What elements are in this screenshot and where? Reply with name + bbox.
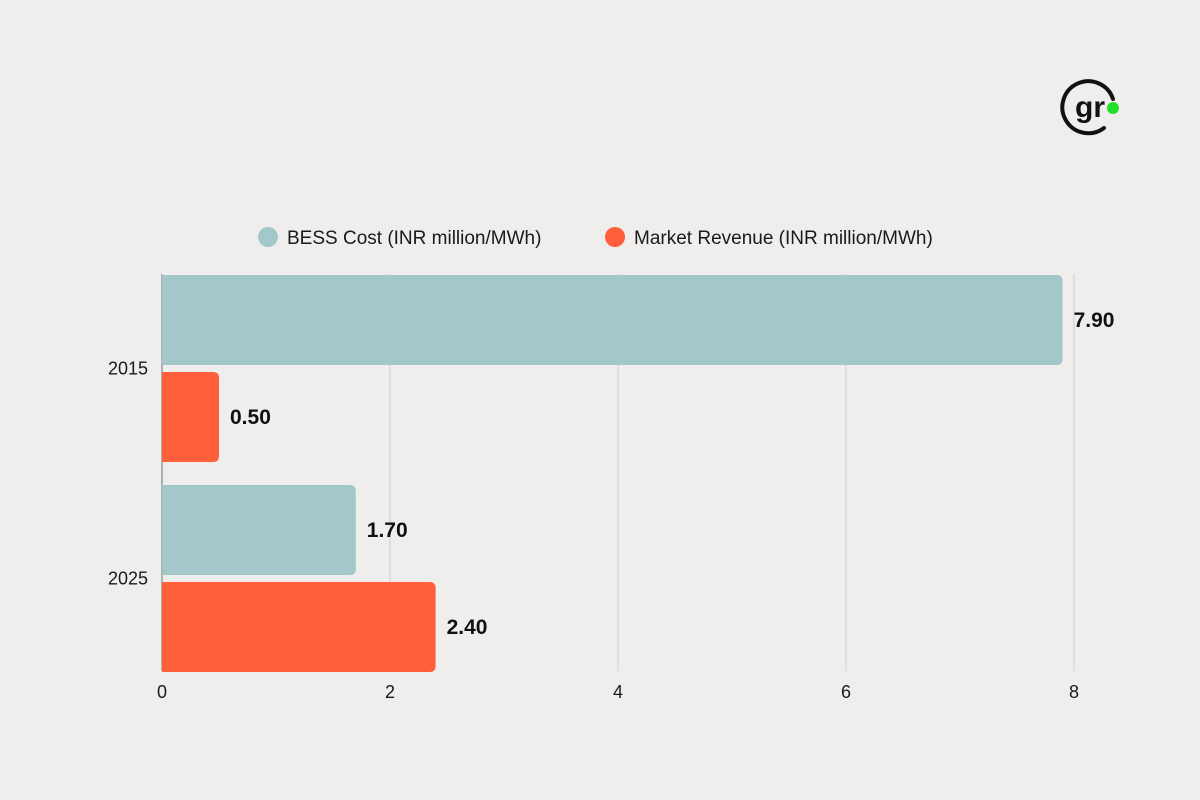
bars bbox=[162, 275, 1063, 672]
bar-2025-market-revenue bbox=[162, 582, 436, 672]
bar-2015-bess-cost bbox=[162, 275, 1063, 365]
x-axis-ticks: 0 2 4 6 8 bbox=[157, 682, 1079, 702]
x-tick-label: 0 bbox=[157, 682, 167, 702]
legend-swatch bbox=[258, 227, 278, 247]
data-label: 2.40 bbox=[447, 616, 488, 639]
legend: BESS Cost (INR million/MWh) Market Revenu… bbox=[258, 227, 933, 249]
data-label: 7.90 bbox=[1074, 309, 1115, 332]
legend-swatch bbox=[605, 227, 625, 247]
x-tick-label: 8 bbox=[1069, 682, 1079, 702]
logo-ring bbox=[1060, 79, 1115, 136]
legend-label: BESS Cost (INR million/MWh) bbox=[287, 228, 541, 249]
bar-2015-market-revenue bbox=[162, 372, 219, 462]
category-label-2015: 2015 bbox=[108, 359, 148, 379]
data-label: 0.50 bbox=[230, 406, 271, 429]
x-tick-label: 4 bbox=[613, 682, 623, 702]
logo-text: gr bbox=[1075, 91, 1105, 124]
x-tick-label: 6 bbox=[841, 682, 851, 702]
x-tick-label: 2 bbox=[385, 682, 395, 702]
logo: gr bbox=[1060, 79, 1119, 136]
legend-label: Market Revenue (INR million/MWh) bbox=[634, 228, 933, 249]
category-label-2025: 2025 bbox=[108, 569, 148, 589]
y-axis-categories: 2015 2025 bbox=[108, 359, 148, 589]
bar-2025-bess-cost bbox=[162, 485, 356, 575]
data-label: 1.70 bbox=[367, 519, 408, 542]
logo-dot bbox=[1107, 102, 1119, 114]
value-labels: 7.90 0.50 1.70 2.40 bbox=[230, 309, 1114, 639]
